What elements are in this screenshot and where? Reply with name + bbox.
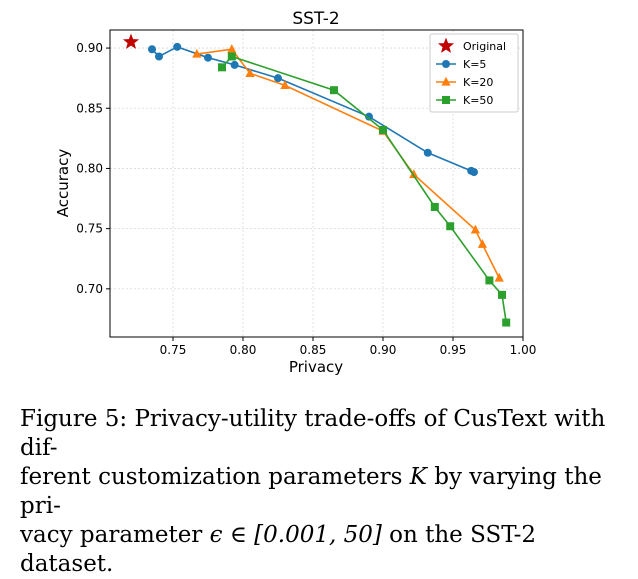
data-point — [173, 42, 182, 51]
chart: SST-2 0.75 0.80 0.85 0.90 0.95 1.00 0.700.750… — [54, 9, 537, 376]
x-tick-label: 0.90 — [370, 343, 397, 357]
legend-entry: Original — [437, 37, 506, 53]
data-point — [155, 52, 163, 61]
data-point — [192, 48, 202, 58]
legend-marker — [441, 76, 451, 86]
y-tick-label: 0.90 — [76, 41, 103, 55]
caption-math-epsilon: ϵ ∈ [0.001, 50] — [209, 522, 382, 548]
series-k-50 — [218, 52, 511, 327]
data-point — [227, 44, 237, 53]
y-axis-ticks: 0.70 0.75 0.80 0.85 0.90 — [76, 41, 110, 296]
caption-line-3: vacy parameter ϵ ∈ [0.001, 50] on the SS… — [20, 522, 536, 577]
legend-label: Original — [463, 40, 506, 53]
data-point — [423, 148, 432, 157]
data-point — [477, 239, 487, 248]
data-point — [274, 74, 282, 83]
data-point — [245, 68, 255, 77]
data-point — [446, 222, 455, 231]
series-k-5 — [148, 42, 478, 177]
x-tick-label: 0.75 — [160, 343, 187, 357]
legend-marker — [437, 37, 455, 53]
plot-area — [109, 29, 524, 338]
legend-entry: K=50 — [436, 94, 493, 107]
x-tick-label: 0.95 — [440, 343, 467, 357]
data-point — [227, 52, 236, 61]
legend-marker — [442, 60, 450, 68]
data-point — [379, 125, 387, 134]
data-point — [498, 290, 506, 299]
data-point — [365, 112, 373, 121]
y-tick-label: 0.85 — [76, 101, 103, 115]
data-point — [494, 272, 504, 282]
data-point — [409, 169, 419, 179]
data-point — [280, 80, 290, 89]
legend-entry: K=5 — [436, 58, 486, 71]
legend: Original K=5 K=20 K=50 — [429, 33, 519, 113]
y-axis-label: Accuracy — [54, 149, 72, 218]
x-tick-label: 0.85 — [300, 343, 327, 357]
x-tick-label: 1.00 — [510, 343, 537, 357]
x-axis-ticks: 0.75 0.80 0.85 0.90 0.95 1.00 — [160, 337, 537, 357]
series-line — [151, 45, 475, 173]
legend-label: K=50 — [463, 94, 493, 107]
original-star-point — [122, 33, 140, 49]
legend-entry: K=20 — [436, 76, 493, 89]
data-point — [430, 202, 439, 211]
figure-caption: Figure 5: Privacy-utility trade-offs of … — [20, 405, 620, 579]
data-point — [470, 224, 480, 234]
data-point — [218, 63, 226, 72]
x-axis-label: Privacy — [289, 358, 343, 376]
data-point — [230, 60, 239, 69]
caption-line-2: ferent customization parameters K by var… — [20, 464, 602, 519]
y-tick-label: 0.75 — [76, 222, 103, 236]
y-tick-label: 0.70 — [76, 282, 103, 296]
y-tick-label: 0.80 — [76, 161, 103, 175]
chart-title: SST-2 — [292, 9, 339, 29]
legend-box — [429, 33, 519, 113]
data-point — [470, 168, 478, 177]
data-point — [485, 276, 494, 285]
legend-label: K=20 — [463, 76, 493, 89]
legend-label: K=5 — [463, 58, 486, 71]
caption-line-1: Figure 5: Privacy-utility trade-offs of … — [20, 406, 606, 461]
series-layer — [122, 33, 511, 327]
data-point — [204, 53, 212, 62]
data-point — [330, 86, 338, 95]
data-point — [502, 318, 511, 327]
caption-math-k: K — [409, 464, 427, 490]
data-point — [148, 45, 156, 54]
x-tick-label: 0.80 — [230, 343, 257, 357]
legend-marker — [442, 96, 450, 104]
